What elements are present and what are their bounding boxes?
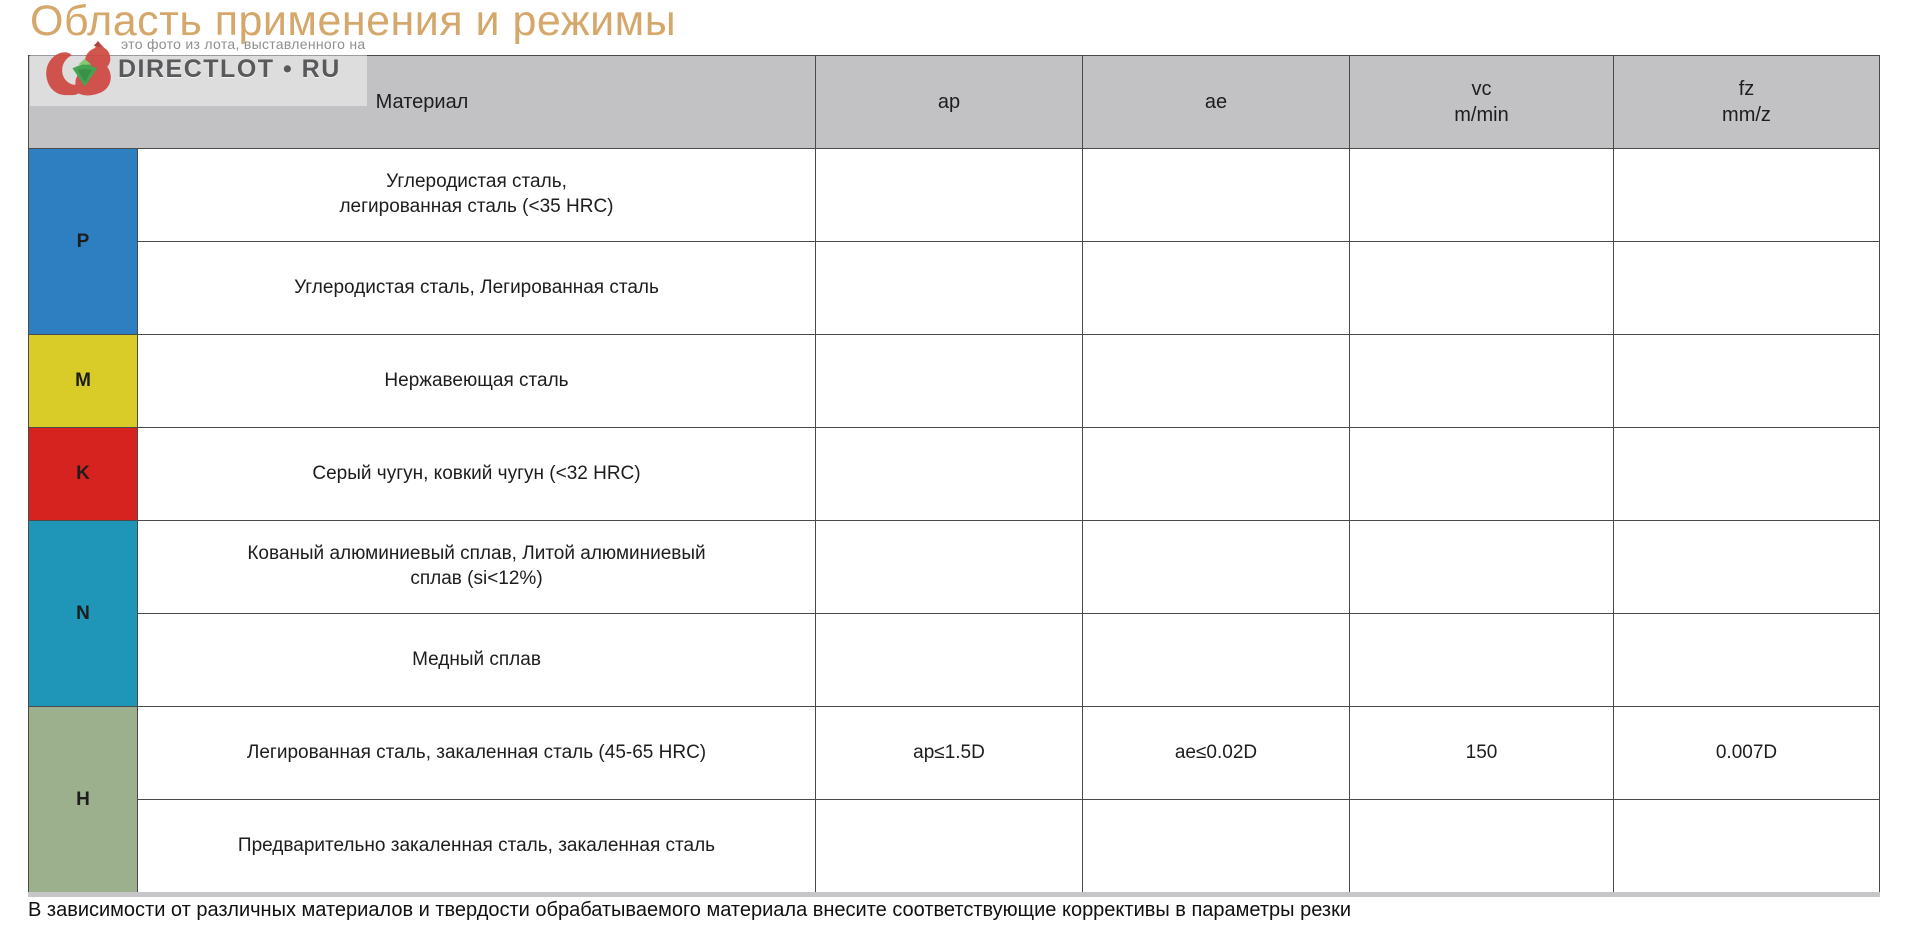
- material-cell: Медный сплав: [137, 613, 816, 707]
- column-header-fz: fz mm/z: [1613, 55, 1880, 149]
- material-cell: Кованый алюминиевый сплав, Литой алюмини…: [137, 520, 816, 614]
- squirrel-logo-icon: [46, 40, 111, 96]
- iso-group-p-badge: P: [28, 148, 138, 335]
- iso-group-k-badge: K: [28, 427, 138, 521]
- watermark-caption: это фото из лота, выставленного на: [121, 36, 366, 52]
- vc-cell: [1349, 613, 1614, 707]
- ap-cell: [815, 799, 1083, 893]
- fz-cell: [1613, 520, 1880, 614]
- table-row-p1: P Углеродистая сталь, легированная сталь…: [28, 148, 1880, 335]
- material-cell: Легированная сталь, закаленная сталь (45…: [137, 706, 816, 800]
- table-row-p2: Углеродистая сталь, Легированная сталь: [29, 241, 1880, 335]
- ae-cell: [1082, 799, 1350, 893]
- footer-note: В зависимости от различных материалов и …: [28, 899, 1351, 921]
- table-row-k: K Серый чугун, ковкий чугун (<32 HRC): [28, 427, 1880, 521]
- ap-cell: [815, 520, 1083, 614]
- vc-cell: [1349, 427, 1614, 521]
- ae-cell: [1082, 427, 1350, 521]
- ae-cell: [1082, 148, 1350, 242]
- iso-group-h-badge: H: [28, 706, 138, 893]
- fz-cell: [1613, 613, 1880, 707]
- ap-cell: ap≤1.5D: [815, 706, 1083, 800]
- material-cell: Предварительно закаленная сталь, закален…: [137, 799, 816, 893]
- material-cell: Нержавеющая сталь: [137, 334, 816, 428]
- table-row-h1: H Легированная сталь, закаленная сталь (…: [28, 706, 1880, 893]
- fz-cell: [1613, 241, 1880, 335]
- iso-group-m-badge: M: [28, 334, 138, 428]
- vc-cell: 150: [1349, 706, 1614, 800]
- column-header-ap: ap: [815, 55, 1083, 149]
- fz-cell: [1613, 799, 1880, 893]
- material-cell: Серый чугун, ковкий чугун (<32 HRC): [137, 427, 816, 521]
- table-header-row: Материал ap ae vc m/min fz mm/z: [28, 55, 1880, 149]
- ap-cell: [815, 613, 1083, 707]
- ap-cell: [815, 334, 1083, 428]
- fz-cell: [1613, 334, 1880, 428]
- ae-cell: [1082, 241, 1350, 335]
- vc-cell: [1349, 241, 1614, 335]
- fz-cell: [1613, 148, 1880, 242]
- table-row-h2: Предварительно закаленная сталь, закален…: [29, 799, 1880, 893]
- column-header-vc: vc m/min: [1349, 55, 1614, 149]
- column-header-material: Материал: [28, 55, 816, 149]
- ae-cell: [1082, 520, 1350, 614]
- material-cell: Углеродистая сталь, Легированная сталь: [137, 241, 816, 335]
- table-row-n1: N Кованый алюминиевый сплав, Литой алюми…: [28, 520, 1880, 707]
- vc-cell: [1349, 334, 1614, 428]
- table-bottom-edge: [28, 892, 1880, 897]
- ae-cell: [1082, 613, 1350, 707]
- application-modes-table: Материал ap ae vc m/min fz mm/z P Углеро…: [28, 55, 1880, 893]
- iso-group-n-badge: N: [28, 520, 138, 707]
- vc-cell: [1349, 520, 1614, 614]
- vc-cell: [1349, 799, 1614, 893]
- fz-cell: 0.007D: [1613, 706, 1880, 800]
- table-row-n2: Медный сплав: [29, 613, 1880, 707]
- vc-cell: [1349, 148, 1614, 242]
- ap-cell: [815, 241, 1083, 335]
- ae-cell: ae≤0.02D: [1082, 706, 1350, 800]
- ap-cell: [815, 148, 1083, 242]
- watermark-brand: DIRECTLOT • RU: [118, 55, 341, 83]
- ae-cell: [1082, 334, 1350, 428]
- fz-cell: [1613, 427, 1880, 521]
- page-title: Область применения и режимы: [30, 0, 677, 45]
- table-row-m: M Нержавеющая сталь: [28, 334, 1880, 428]
- material-cell: Углеродистая сталь, легированная сталь (…: [137, 148, 816, 242]
- ap-cell: [815, 427, 1083, 521]
- column-header-ae: ae: [1082, 55, 1350, 149]
